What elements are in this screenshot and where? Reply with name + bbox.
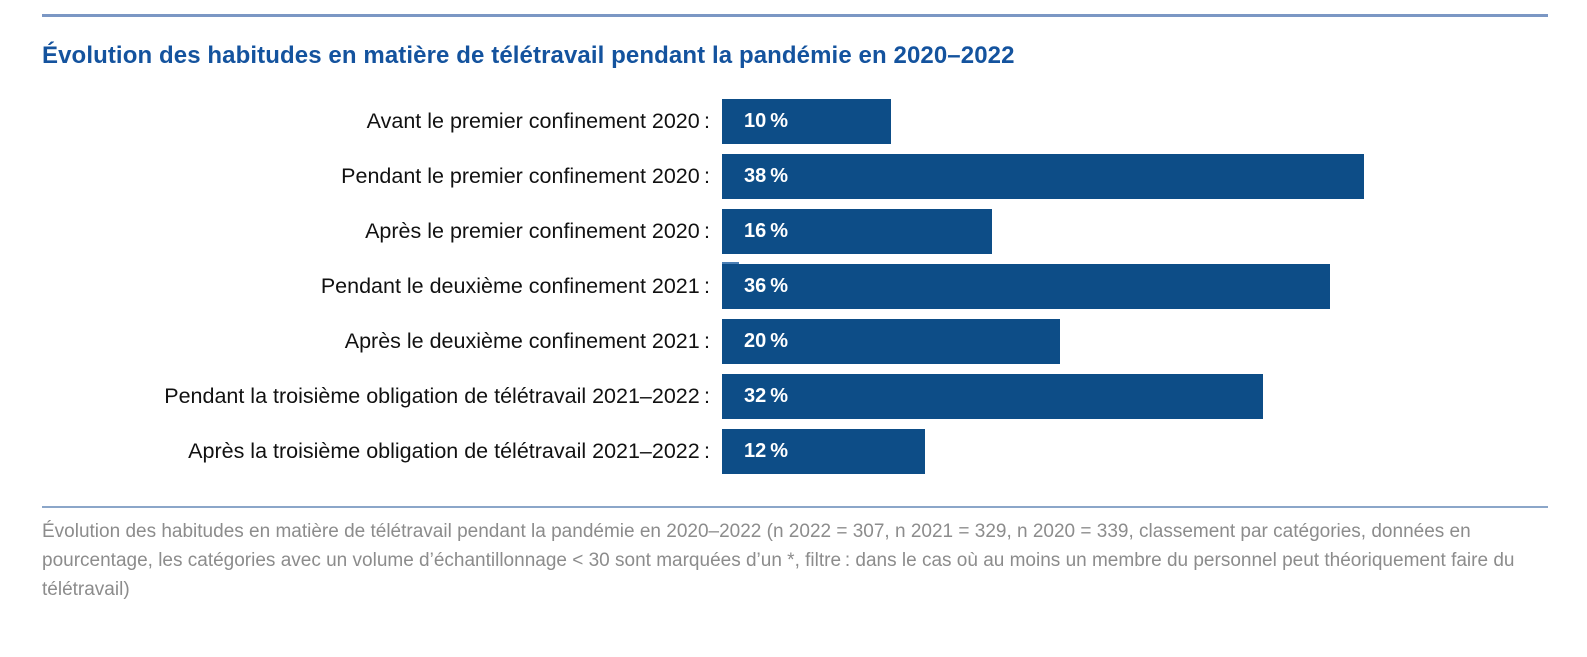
bar-label: Pendant la troisième obligation de télét… bbox=[164, 384, 710, 408]
top-divider bbox=[42, 14, 1548, 17]
bar: 20 % bbox=[722, 319, 1060, 364]
bar: 36 % bbox=[722, 264, 1330, 309]
bar-row: Après le deuxième confinement 2021 : 20 % bbox=[0, 319, 1587, 364]
bar-chart: Avant le premier confinement 2020 : 10 % P… bbox=[0, 99, 1587, 484]
bar-row: Pendant le deuxième confinement 2021 : 36… bbox=[0, 264, 1587, 309]
chart-caption: Évolution des habitudes en matière de té… bbox=[42, 521, 1515, 600]
bar-value-label: 36 % bbox=[744, 275, 789, 297]
bar-value-label: 32 % bbox=[744, 385, 789, 407]
bar: 12 % bbox=[722, 429, 925, 474]
bar-row: Après la troisième obligation de télétra… bbox=[0, 429, 1587, 474]
bar-row: Pendant la troisième obligation de télét… bbox=[0, 374, 1587, 419]
bar-label: Avant le premier confinement 2020 : bbox=[366, 109, 710, 133]
bar-row: Pendant le premier confinement 2020 : 38 … bbox=[0, 154, 1587, 199]
bar: 38 % bbox=[722, 154, 1364, 199]
bar-value-label: 12 % bbox=[744, 440, 789, 462]
bar-value-label: 10 % bbox=[744, 110, 789, 132]
bar: 32 % bbox=[722, 374, 1263, 419]
bar-value-label: 38 % bbox=[744, 165, 789, 187]
bar-label: Après le deuxième confinement 2021 : bbox=[344, 329, 710, 353]
tick-dash bbox=[722, 262, 739, 264]
chart-title: Évolution des habitudes en matière de té… bbox=[42, 42, 1015, 69]
bar-label: Après la troisième obligation de télétra… bbox=[188, 439, 710, 463]
bar: 10 % bbox=[722, 99, 891, 144]
bar-row: Après le premier confinement 2020 : 16 % bbox=[0, 209, 1587, 254]
bar-value-label: 20 % bbox=[744, 330, 789, 352]
bar-value-label: 16 % bbox=[744, 220, 789, 242]
bar-label: Pendant le premier confinement 2020 : bbox=[341, 164, 710, 188]
footer: Évolution des habitudes en matière de té… bbox=[42, 506, 1548, 604]
bar-label: Après le premier confinement 2020 : bbox=[365, 219, 710, 243]
bar-row: Avant le premier confinement 2020 : 10 % bbox=[0, 99, 1587, 144]
bar-label: Pendant le deuxième confinement 2021 : bbox=[320, 274, 710, 298]
bar: 16 % bbox=[722, 209, 992, 254]
